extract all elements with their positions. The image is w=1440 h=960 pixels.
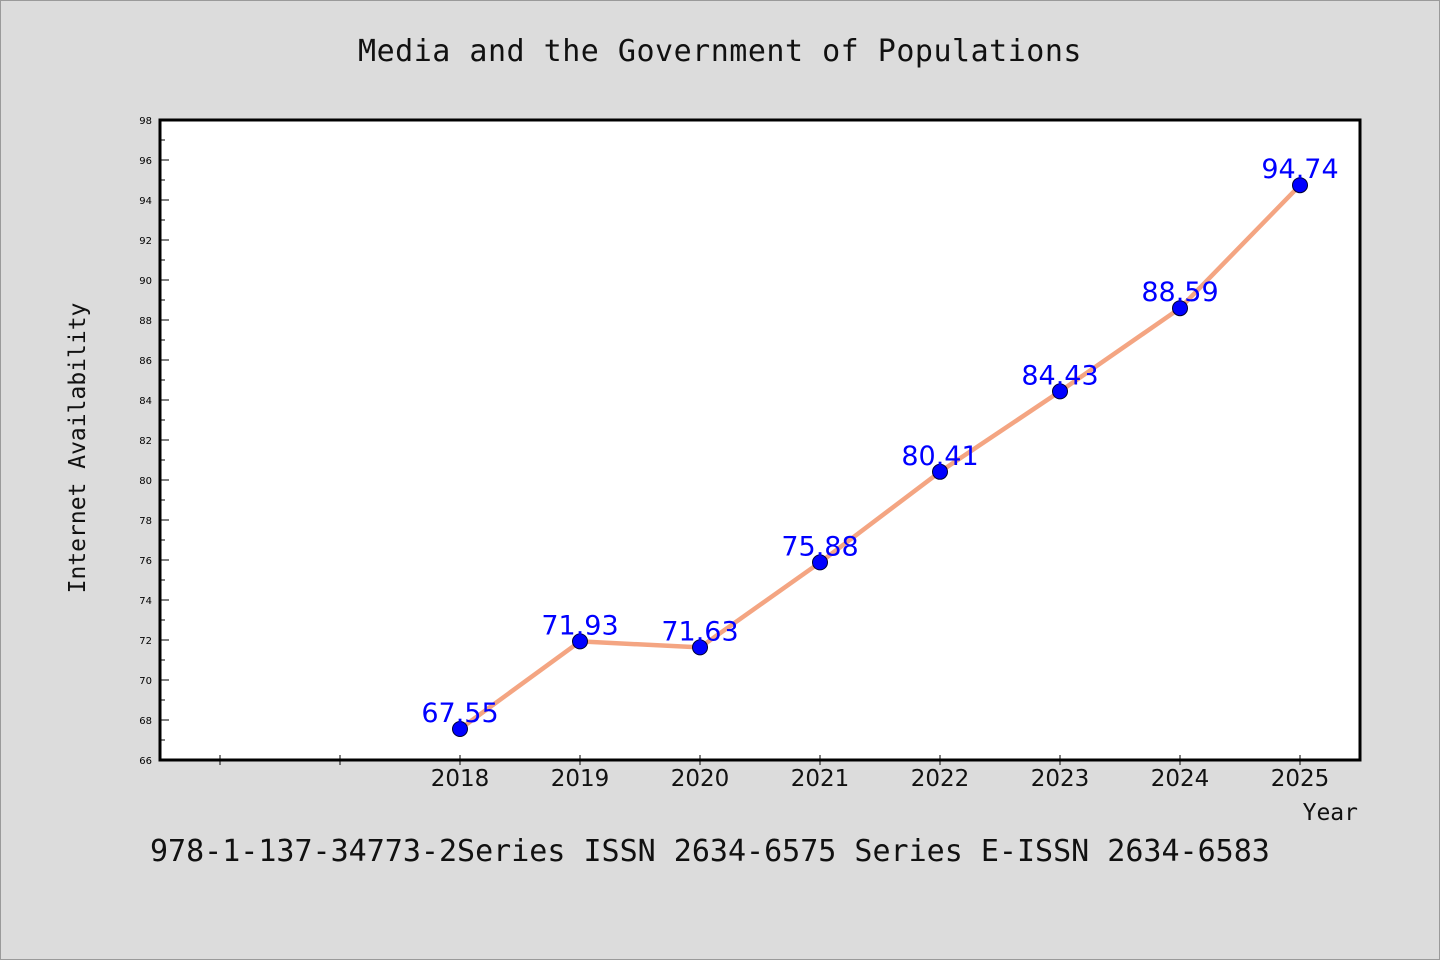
x-tick-label: 2022 — [911, 766, 970, 792]
y-tick-label: 86 — [139, 356, 152, 367]
y-tick-label: 72 — [139, 636, 152, 647]
x-tick-label: 2020 — [671, 766, 730, 792]
plot-border — [158, 118, 1362, 762]
data-point — [812, 554, 828, 571]
y-axis-label: Internet Availability — [65, 303, 91, 594]
x-tick-label: 2019 — [551, 766, 610, 792]
y-tick-label: 80 — [139, 476, 152, 487]
y-tick-label: 68 — [139, 716, 152, 727]
data-point — [692, 639, 708, 656]
y-tick-label: 76 — [139, 556, 152, 567]
y-tick-label: 84 — [139, 396, 152, 407]
x-tick-label: 2018 — [431, 766, 490, 792]
x-tick-label: 2023 — [1031, 766, 1090, 792]
data-label: 80.41 — [901, 441, 978, 472]
y-tick-label: 88 — [139, 316, 152, 327]
x-axis-label: Year — [1303, 800, 1358, 826]
data-label: 94.74 — [1261, 154, 1338, 185]
y-tick-label: 94 — [139, 196, 152, 207]
y-tick-label: 78 — [139, 516, 152, 527]
data-label: 67.55 — [421, 698, 498, 729]
data-point — [1292, 177, 1308, 194]
data-label: 88.59 — [1141, 277, 1218, 308]
data-point — [1172, 300, 1188, 317]
y-tick-label: 96 — [139, 156, 152, 167]
y-tick-label: 66 — [139, 756, 152, 767]
y-tick-label: 92 — [139, 236, 152, 247]
y-tick-label: 70 — [139, 676, 152, 687]
series-line — [457, 182, 1303, 732]
x-tick-label: 2021 — [791, 766, 850, 792]
data-label: 71.63 — [661, 616, 738, 647]
data-point — [572, 633, 588, 650]
y-tick-label: 90 — [139, 276, 152, 287]
y-tick-label: 74 — [139, 596, 152, 607]
data-point — [1052, 383, 1068, 400]
x-tick-label: 2024 — [1151, 766, 1210, 792]
data-label: 75.88 — [781, 531, 858, 562]
plot-area — [160, 120, 1360, 760]
x-tick-label: 2025 — [1271, 766, 1330, 792]
data-label: 71.93 — [541, 610, 618, 641]
data-point — [932, 463, 948, 480]
data-label: 84.43 — [1021, 360, 1098, 391]
y-tick-label: 82 — [139, 436, 152, 447]
footer-isbn-text: 978-1-137-34773-2Series ISSN 2634-6575 S… — [150, 834, 1270, 869]
y-tick-label: 98 — [139, 116, 152, 127]
data-point — [452, 721, 468, 737]
chart-title: Media and the Government of Populations — [358, 34, 1082, 69]
